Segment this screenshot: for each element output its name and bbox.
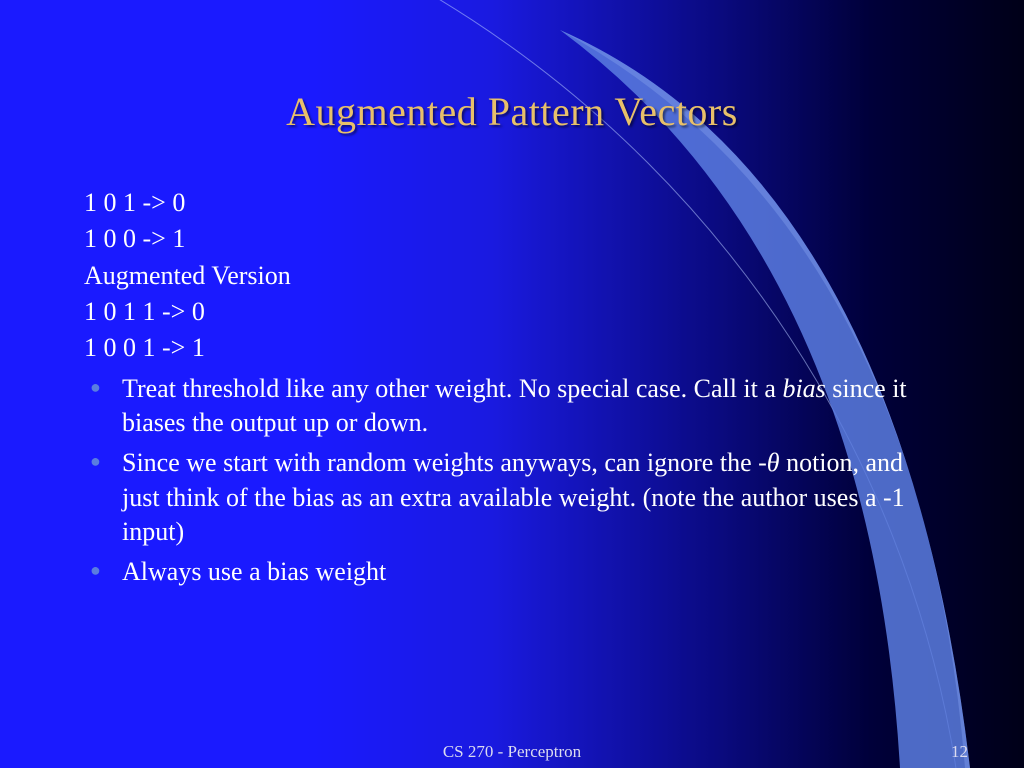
body-line: 1 0 1 1 -> 0 [84,295,944,329]
bullet-text: Since we start with random weights anywa… [122,448,767,477]
bullet-text: Treat threshold like any other weight. N… [122,374,782,403]
body-line: 1 0 0 -> 1 [84,222,944,256]
body-line: 1 0 0 1 -> 1 [84,331,944,365]
body-line: 1 0 1 -> 0 [84,186,944,220]
body-line: Augmented Version [84,259,944,293]
bullet-text: Always use a bias weight [122,557,386,586]
bullet-item: Since we start with random weights anywa… [84,446,944,549]
footer-center-text: CS 270 - Perceptron [0,742,1024,762]
bullet-emphasis: bias [782,374,825,403]
footer-page-number: 12 [951,742,968,762]
slide: Augmented Pattern Vectors 1 0 1 -> 0 1 0… [0,0,1024,768]
slide-body: 1 0 1 -> 0 1 0 0 -> 1 Augmented Version … [84,186,944,589]
bullet-emphasis: θ [767,448,780,477]
bullet-item: Treat threshold like any other weight. N… [84,372,944,441]
slide-title: Augmented Pattern Vectors [0,88,1024,135]
bullet-item: Always use a bias weight [84,555,944,589]
